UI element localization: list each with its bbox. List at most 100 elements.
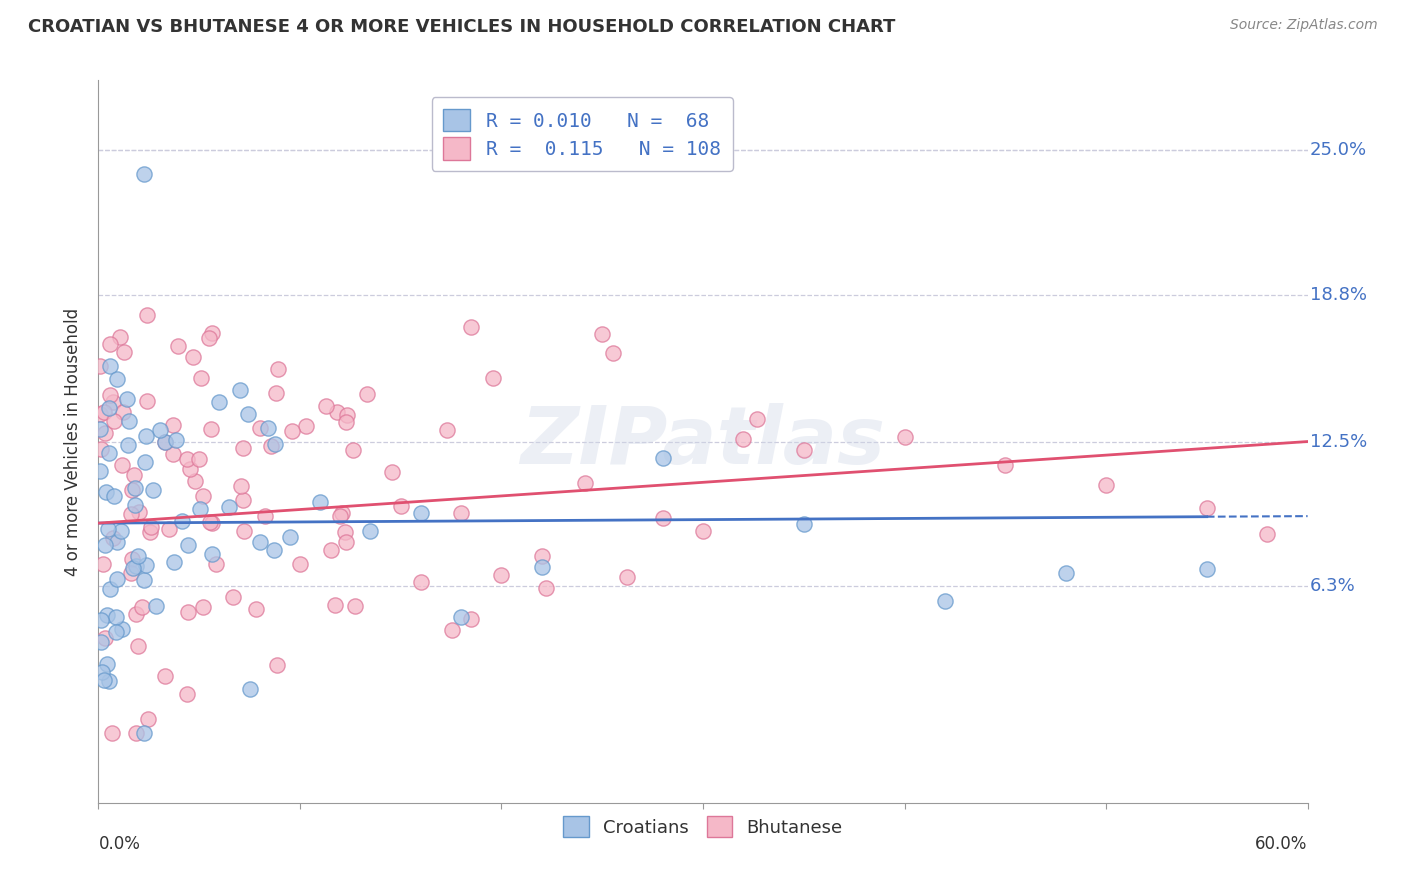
- Point: [440, 624, 463, 638]
- Point: [188, 502, 211, 516]
- Point: [245, 601, 267, 615]
- Point: [793, 516, 815, 531]
- Point: [103, 489, 125, 503]
- Point: [231, 479, 253, 493]
- Point: [127, 549, 149, 563]
- Point: [90, 442, 112, 456]
- Point: [343, 599, 366, 614]
- Point: [125, 726, 148, 740]
- Point: [131, 600, 153, 615]
- Point: [134, 573, 156, 587]
- Point: [793, 442, 815, 457]
- Point: [238, 407, 260, 421]
- Point: [125, 607, 148, 621]
- Point: [101, 395, 124, 409]
- Point: [89, 407, 111, 421]
- Point: [200, 421, 222, 435]
- Point: [321, 543, 343, 558]
- Point: [315, 399, 337, 413]
- Point: [208, 394, 231, 409]
- Point: [733, 432, 755, 446]
- Point: [104, 624, 127, 639]
- Point: [232, 441, 254, 455]
- Point: [97, 401, 120, 415]
- Point: [104, 610, 127, 624]
- Point: [157, 522, 180, 536]
- Point: [482, 371, 505, 385]
- Point: [264, 437, 287, 451]
- Point: [94, 631, 117, 645]
- Point: [309, 495, 332, 509]
- Point: [360, 524, 382, 538]
- Point: [893, 429, 915, 443]
- Point: [96, 657, 118, 672]
- Point: [93, 673, 115, 687]
- Point: [1095, 478, 1118, 492]
- Point: [112, 345, 135, 359]
- Point: [323, 598, 346, 612]
- Point: [460, 320, 482, 334]
- Point: [97, 445, 120, 459]
- Point: [221, 591, 243, 605]
- Point: [201, 326, 224, 340]
- Point: [179, 462, 201, 476]
- Legend: Croatians, Bhutanese: Croatians, Bhutanese: [557, 809, 849, 845]
- Point: [100, 582, 122, 596]
- Point: [411, 575, 433, 590]
- Point: [110, 524, 132, 538]
- Point: [93, 404, 115, 418]
- Point: [330, 506, 353, 520]
- Point: [136, 308, 159, 322]
- Point: [177, 605, 200, 619]
- Point: [591, 327, 613, 342]
- Point: [229, 383, 252, 397]
- Point: [94, 538, 117, 552]
- Point: [101, 726, 124, 740]
- Point: [121, 552, 143, 566]
- Point: [98, 337, 121, 351]
- Point: [91, 557, 114, 571]
- Point: [134, 455, 156, 469]
- Point: [111, 622, 134, 636]
- Point: [342, 442, 364, 457]
- Text: ZIPatlas: ZIPatlas: [520, 402, 886, 481]
- Point: [205, 557, 228, 571]
- Point: [389, 500, 412, 514]
- Point: [326, 405, 349, 419]
- Point: [121, 561, 143, 575]
- Point: [90, 613, 112, 627]
- Point: [120, 507, 142, 521]
- Point: [651, 450, 673, 465]
- Text: 60.0%: 60.0%: [1256, 835, 1308, 854]
- Point: [534, 581, 557, 595]
- Point: [176, 452, 198, 467]
- Point: [450, 610, 472, 624]
- Point: [124, 481, 146, 495]
- Point: [90, 634, 112, 648]
- Point: [167, 338, 190, 352]
- Point: [162, 417, 184, 432]
- Point: [254, 509, 277, 524]
- Point: [1195, 562, 1218, 576]
- Point: [602, 346, 624, 360]
- Point: [97, 523, 120, 537]
- Point: [115, 392, 138, 407]
- Point: [117, 438, 139, 452]
- Point: [197, 331, 219, 345]
- Point: [149, 423, 172, 437]
- Point: [138, 525, 160, 540]
- Point: [162, 555, 184, 569]
- Point: [329, 508, 352, 523]
- Point: [105, 572, 128, 586]
- Point: [136, 394, 159, 409]
- Point: [356, 387, 378, 401]
- Point: [193, 600, 215, 615]
- Point: [98, 359, 121, 374]
- Point: [122, 468, 145, 483]
- Point: [97, 674, 120, 689]
- Point: [198, 515, 221, 529]
- Y-axis label: 4 or more Vehicles in Household: 4 or more Vehicles in Household: [65, 308, 83, 575]
- Point: [288, 558, 311, 572]
- Point: [380, 465, 402, 479]
- Point: [135, 558, 157, 572]
